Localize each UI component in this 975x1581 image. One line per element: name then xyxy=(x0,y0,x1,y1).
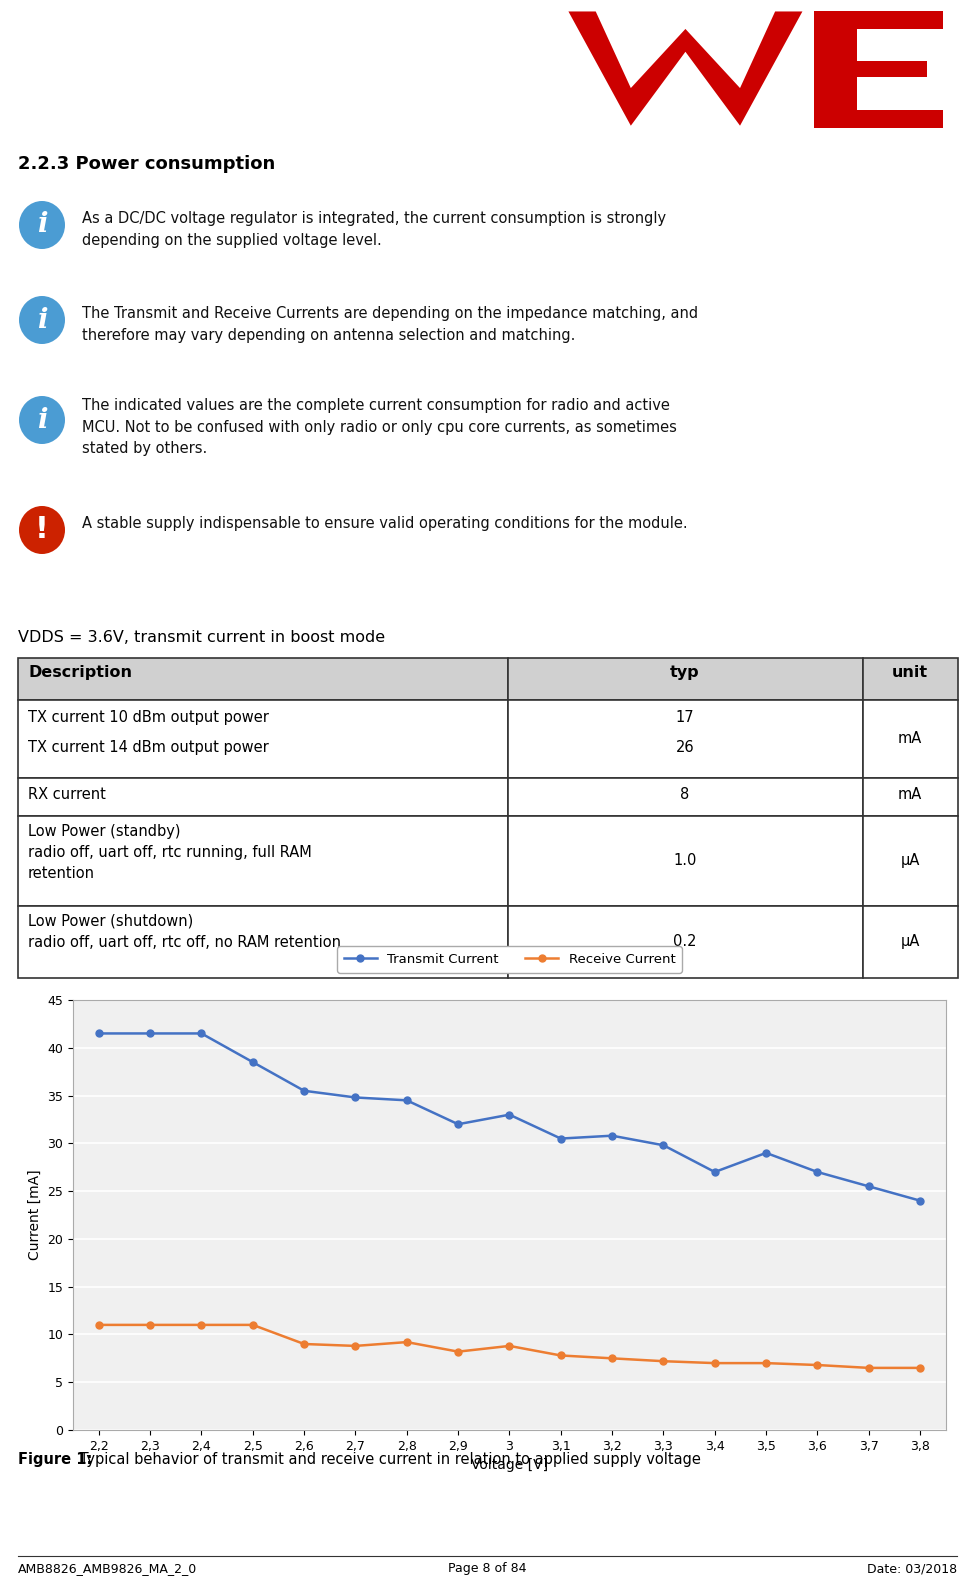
Receive Current xyxy=(298,1334,310,1353)
Text: µA: µA xyxy=(900,934,919,949)
Text: Description: Description xyxy=(28,666,132,680)
Bar xyxy=(508,700,863,778)
Receive Current xyxy=(709,1353,721,1372)
Line: Transmit Current: Transmit Current xyxy=(96,1029,923,1205)
Receive Current xyxy=(350,1336,362,1355)
Text: 8: 8 xyxy=(681,787,689,802)
Receive Current xyxy=(811,1355,823,1374)
Receive Current xyxy=(247,1315,258,1334)
Text: i: i xyxy=(37,307,47,334)
Text: VDDS = 3.6V, transmit current in boost mode: VDDS = 3.6V, transmit current in boost m… xyxy=(18,629,385,645)
Receive Current xyxy=(915,1358,926,1377)
Transmit Current xyxy=(298,1081,310,1100)
Text: typ: typ xyxy=(670,666,700,680)
Receive Current xyxy=(196,1315,208,1334)
Bar xyxy=(863,658,958,700)
Bar xyxy=(863,700,958,778)
Receive Current xyxy=(452,1342,464,1361)
Bar xyxy=(863,816,958,906)
Transmit Current xyxy=(555,1129,566,1148)
Y-axis label: Current [mA]: Current [mA] xyxy=(28,1170,42,1260)
Bar xyxy=(863,778,958,816)
Receive Current xyxy=(606,1349,618,1368)
Transmit Current xyxy=(401,1091,412,1110)
Text: The Transmit and Receive Currents are depending on the impedance matching, and
t: The Transmit and Receive Currents are de… xyxy=(82,307,698,343)
Transmit Current xyxy=(350,1088,362,1107)
Transmit Current xyxy=(144,1024,156,1043)
X-axis label: Voltage [V]: Voltage [V] xyxy=(471,1458,548,1472)
Transmit Current xyxy=(863,1176,875,1195)
Text: TX current 14 dBm output power: TX current 14 dBm output power xyxy=(28,740,269,756)
Text: 2.2.3 Power consumption: 2.2.3 Power consumption xyxy=(18,155,275,172)
Transmit Current xyxy=(606,1126,618,1145)
Transmit Current xyxy=(811,1162,823,1181)
Ellipse shape xyxy=(19,296,65,345)
Text: Low Power (standby)
radio off, uart off, rtc running, full RAM
retention: Low Power (standby) radio off, uart off,… xyxy=(28,824,312,881)
Text: AMB8826_AMB9826_MA_2_0: AMB8826_AMB9826_MA_2_0 xyxy=(18,1562,197,1575)
Receive Current xyxy=(657,1352,669,1371)
Receive Current xyxy=(93,1315,104,1334)
Text: The indicated values are the complete current consumption for radio and active
M: The indicated values are the complete cu… xyxy=(82,398,677,457)
Bar xyxy=(508,658,863,700)
Bar xyxy=(18,658,508,700)
Ellipse shape xyxy=(19,201,65,248)
Bar xyxy=(18,816,508,906)
Receive Current xyxy=(503,1336,515,1355)
Transmit Current xyxy=(760,1143,772,1162)
Text: Typical behavior of transmit and receive current in relation to applied supply v: Typical behavior of transmit and receive… xyxy=(75,1451,701,1467)
Text: A stable supply indispensable to ensure valid operating conditions for the modul: A stable supply indispensable to ensure … xyxy=(82,515,687,531)
Line: Receive Current: Receive Current xyxy=(96,1322,923,1371)
Ellipse shape xyxy=(19,395,65,444)
Transmit Current xyxy=(452,1115,464,1134)
Text: TX current 10 dBm output power: TX current 10 dBm output power xyxy=(28,710,269,726)
Transmit Current xyxy=(93,1024,104,1043)
Receive Current xyxy=(555,1345,566,1364)
Ellipse shape xyxy=(19,506,65,553)
Text: Figure 1:: Figure 1: xyxy=(18,1451,93,1467)
Receive Current xyxy=(401,1333,412,1352)
Polygon shape xyxy=(814,11,943,128)
Bar xyxy=(18,778,508,816)
Receive Current xyxy=(760,1353,772,1372)
Text: !: ! xyxy=(35,515,49,544)
Text: RX current: RX current xyxy=(28,787,106,802)
Transmit Current xyxy=(709,1162,721,1181)
Bar xyxy=(18,700,508,778)
Polygon shape xyxy=(568,11,802,125)
Transmit Current xyxy=(247,1053,258,1072)
Text: Date: 03/2018: Date: 03/2018 xyxy=(867,1562,957,1575)
Text: 1.0: 1.0 xyxy=(674,854,697,868)
Text: i: i xyxy=(37,212,47,239)
Text: mA: mA xyxy=(898,730,922,746)
Text: 0.2: 0.2 xyxy=(674,934,697,949)
Bar xyxy=(18,906,508,979)
Text: µA: µA xyxy=(900,854,919,868)
Text: 26: 26 xyxy=(676,740,694,756)
Receive Current xyxy=(144,1315,156,1334)
Text: Page 8 of 84: Page 8 of 84 xyxy=(448,1562,526,1575)
Text: As a DC/DC voltage regulator is integrated, the current consumption is strongly
: As a DC/DC voltage regulator is integrat… xyxy=(82,210,666,248)
Transmit Current xyxy=(915,1190,926,1209)
Text: i: i xyxy=(37,406,47,433)
Bar xyxy=(863,906,958,979)
Receive Current xyxy=(863,1358,875,1377)
Text: Low Power (shutdown)
radio off, uart off, rtc off, no RAM retention: Low Power (shutdown) radio off, uart off… xyxy=(28,914,341,950)
Transmit Current xyxy=(503,1105,515,1124)
Text: mA: mA xyxy=(898,787,922,802)
Bar xyxy=(508,778,863,816)
Transmit Current xyxy=(196,1024,208,1043)
Bar xyxy=(508,906,863,979)
Text: unit: unit xyxy=(892,666,928,680)
Text: 17: 17 xyxy=(676,710,694,726)
Transmit Current xyxy=(657,1135,669,1154)
Legend: Transmit Current, Receive Current: Transmit Current, Receive Current xyxy=(337,947,682,972)
Bar xyxy=(508,816,863,906)
